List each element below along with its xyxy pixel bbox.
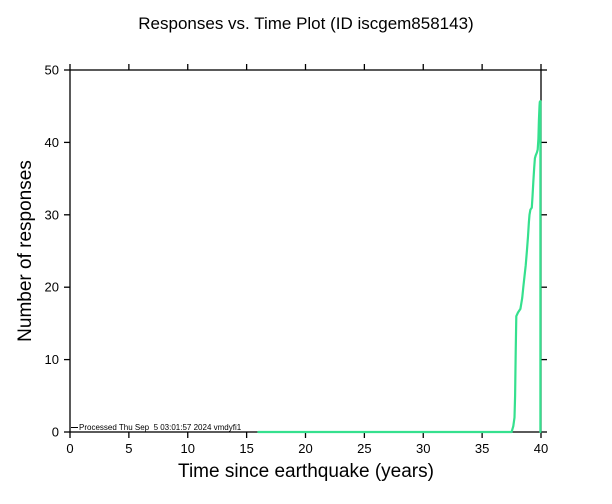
y-tick-label: 30 [45,207,59,222]
y-tick-label: 20 [45,280,59,295]
x-tick-label: 0 [66,441,73,456]
x-tick-label: 5 [125,441,132,456]
chart-title: Responses vs. Time Plot (ID iscgem858143… [138,14,474,33]
x-tick-label: 15 [239,441,253,456]
processed-timestamp: Processed Thu Sep 5 03:01:57 2024 vmdyfi… [79,423,242,432]
y-tick-label: 50 [45,63,59,78]
plot-border [69,69,542,433]
x-tick-label: 20 [298,441,312,456]
y-tick-label: 0 [52,425,59,440]
zero-tick-dash [71,427,78,428]
x-tick-label: 25 [357,441,371,456]
x-tick-label: 30 [416,441,430,456]
y-tick-label: 10 [45,352,59,367]
x-tick-label: 10 [181,441,195,456]
y-tick-label: 40 [45,135,59,150]
x-tick-label: 35 [475,441,489,456]
x-axis-label: Time since earthquake (years) [178,461,434,482]
response-line [257,99,542,434]
x-tick-label: 40 [534,441,548,456]
